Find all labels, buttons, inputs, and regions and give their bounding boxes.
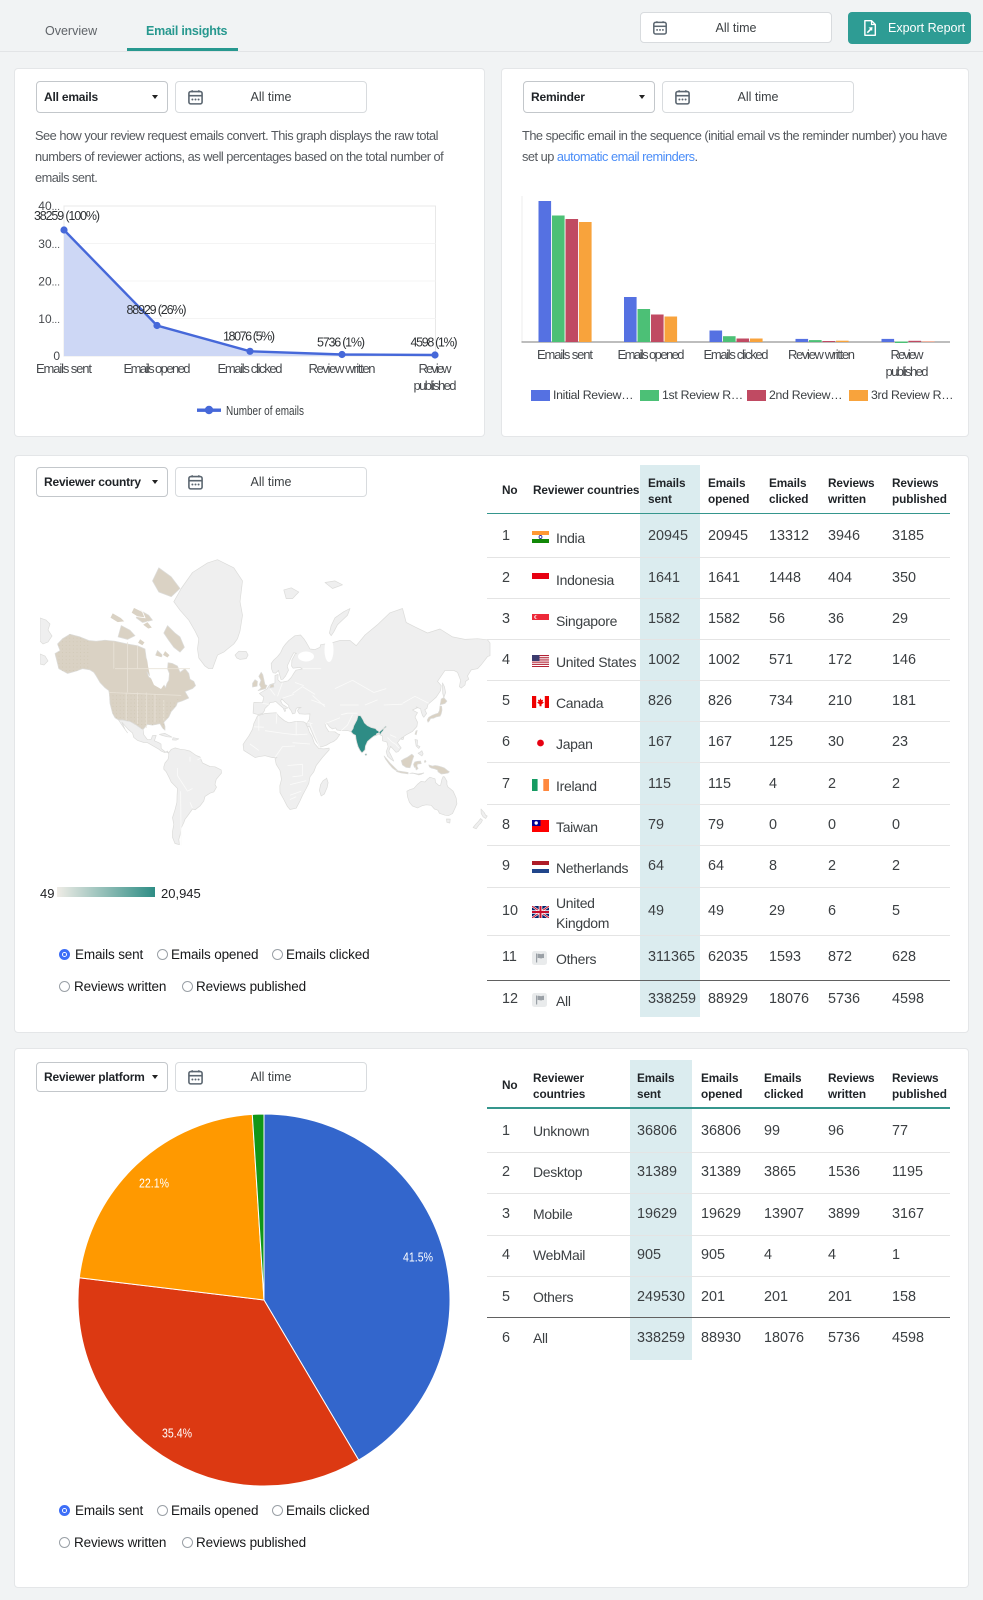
svg-text:4598 (1%): 4598 (1%) bbox=[411, 336, 458, 350]
svg-text:published: published bbox=[414, 378, 457, 393]
svg-text:Review written: Review written bbox=[309, 361, 376, 376]
svg-text:88929 (26%): 88929 (26%) bbox=[127, 303, 187, 317]
svg-text:10...: 10... bbox=[38, 312, 60, 326]
svg-text:Review: Review bbox=[891, 347, 925, 362]
svg-text:30...: 30... bbox=[38, 237, 60, 251]
svg-text:38259 (100%): 38259 (100%) bbox=[34, 209, 100, 223]
svg-text:18076 (5%): 18076 (5%) bbox=[223, 330, 275, 344]
svg-text:5736 (1%): 5736 (1%) bbox=[317, 336, 365, 350]
svg-text:Emails sent: Emails sent bbox=[36, 361, 92, 376]
svg-text:41.5%: 41.5% bbox=[403, 1250, 433, 1264]
svg-text:0: 0 bbox=[53, 349, 60, 363]
svg-text:35.4%: 35.4% bbox=[162, 1426, 192, 1440]
svg-text:Review written: Review written bbox=[788, 347, 855, 362]
svg-text:Emails opened: Emails opened bbox=[124, 361, 191, 376]
svg-text:Number of emails: Number of emails bbox=[226, 403, 304, 418]
svg-text:Emails clicked: Emails clicked bbox=[704, 347, 769, 362]
svg-text:22.1%: 22.1% bbox=[139, 1176, 169, 1190]
svg-text:Review: Review bbox=[419, 361, 453, 376]
svg-text:Emails opened: Emails opened bbox=[618, 347, 685, 362]
svg-text:20...: 20... bbox=[38, 275, 60, 289]
svg-text:40...: 40... bbox=[38, 199, 60, 213]
svg-text:Emails clicked: Emails clicked bbox=[218, 361, 283, 376]
svg-text:published: published bbox=[886, 364, 929, 379]
svg-text:Emails sent: Emails sent bbox=[537, 347, 593, 362]
